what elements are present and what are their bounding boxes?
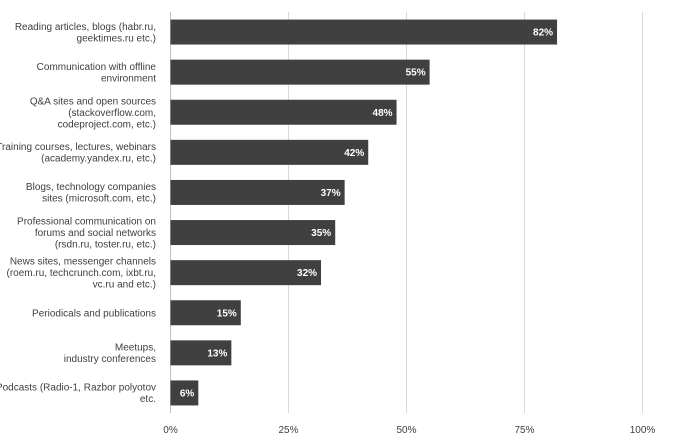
bar-6 bbox=[170, 260, 322, 286]
category-label-0: Reading articles, blogs (habr.ru, geektim… bbox=[15, 22, 156, 45]
category-label-9: Podcasts (Radio-1, Razbor polyotov etc. bbox=[0, 383, 156, 406]
bar-value-label-1: 55% bbox=[406, 68, 426, 79]
category-label-3: Training courses, lectures, webinars (aca… bbox=[0, 142, 156, 165]
x-tick-label-50: 50% bbox=[396, 425, 416, 436]
category-label-line: (roem.ru, techcrunch.com, ixbt.ru, bbox=[7, 268, 157, 279]
bar-value-label-7: 15% bbox=[217, 308, 237, 319]
category-label-line: forums and social networks bbox=[35, 228, 156, 239]
bar-value-label-9: 6% bbox=[180, 388, 195, 399]
category-label-5: Professional communication on forums and … bbox=[17, 217, 156, 251]
bar-value-label-5: 35% bbox=[311, 228, 331, 239]
bar-8 bbox=[170, 340, 232, 366]
category-label-6: News sites, messenger channels (roem.ru, … bbox=[7, 257, 157, 291]
category-label-line: Blogs, technology companies bbox=[26, 182, 156, 193]
bar-value-label-4: 37% bbox=[321, 188, 341, 199]
category-label-line: Q&A sites and open sources bbox=[30, 96, 156, 107]
category-label-line: News sites, messenger channels bbox=[10, 257, 156, 268]
x-tick-label-75: 75% bbox=[514, 425, 534, 436]
category-label-4: Blogs, technology companies sites (micros… bbox=[26, 182, 156, 205]
category-label-line: sites (microsoft.com, etc.) bbox=[42, 194, 156, 205]
bar-4 bbox=[170, 179, 345, 205]
category-label-line: industry conferences bbox=[64, 354, 156, 365]
category-label-line: codeproject.com, etc.) bbox=[58, 119, 156, 130]
category-label-line: Podcasts (Radio-1, Razbor polyotov bbox=[0, 383, 156, 394]
bar-0 bbox=[170, 19, 558, 45]
category-label-line: (academy.yandex.ru, etc.) bbox=[41, 154, 156, 165]
bar-value-label-6: 32% bbox=[297, 268, 317, 279]
bar-value-label-8: 13% bbox=[207, 348, 227, 359]
category-label-1: Communication with offline environment bbox=[37, 62, 157, 85]
bar-7 bbox=[170, 300, 241, 326]
bar-3 bbox=[170, 139, 369, 165]
category-label-line: Meetups, bbox=[115, 343, 156, 354]
x-tick-label-0: 0% bbox=[163, 425, 178, 436]
bar-value-label-2: 48% bbox=[373, 108, 393, 119]
x-tick-layer: 0% 25% 50% 75% 100% bbox=[163, 425, 655, 436]
x-tick-label-25: 25% bbox=[278, 425, 298, 436]
category-label-layer: Reading articles, blogs (habr.ru, geektim… bbox=[0, 22, 156, 405]
category-label-line: (stackoverflow.com, bbox=[68, 108, 156, 119]
category-label-line: Training courses, lectures, webinars bbox=[0, 142, 156, 153]
category-label-7: Periodicals and publications bbox=[32, 308, 156, 319]
bar-5 bbox=[170, 220, 336, 246]
bar-value-label-0: 82% bbox=[533, 28, 553, 39]
x-tick-label-100: 100% bbox=[630, 425, 656, 436]
bar-layer: 82% 55% 48% 42% 37% 35% 32% 15% 13% 6% bbox=[170, 19, 558, 406]
category-label-line: environment bbox=[101, 73, 156, 84]
category-label-line: Professional communication on bbox=[17, 217, 156, 228]
category-label-line: Communication with offline bbox=[37, 62, 157, 73]
bar-1 bbox=[170, 59, 430, 85]
category-label-line: Reading articles, blogs (habr.ru, bbox=[15, 22, 156, 33]
category-label-line: vc.ru and etc.) bbox=[93, 280, 156, 291]
category-label-2: Q&A sites and open sources (stackoverflow… bbox=[30, 96, 156, 130]
category-label-8: Meetups, industry conferences bbox=[64, 343, 156, 366]
bar-2 bbox=[170, 99, 397, 125]
category-label-line: etc. bbox=[140, 394, 156, 405]
category-label-line: geektimes.ru etc.) bbox=[77, 33, 156, 44]
bar-value-label-3: 42% bbox=[344, 148, 364, 159]
category-label-line: (rsdn.ru, toster.ru, etc.) bbox=[55, 240, 156, 251]
category-label-line: Periodicals and publications bbox=[32, 308, 156, 319]
bar-9 bbox=[170, 380, 199, 406]
